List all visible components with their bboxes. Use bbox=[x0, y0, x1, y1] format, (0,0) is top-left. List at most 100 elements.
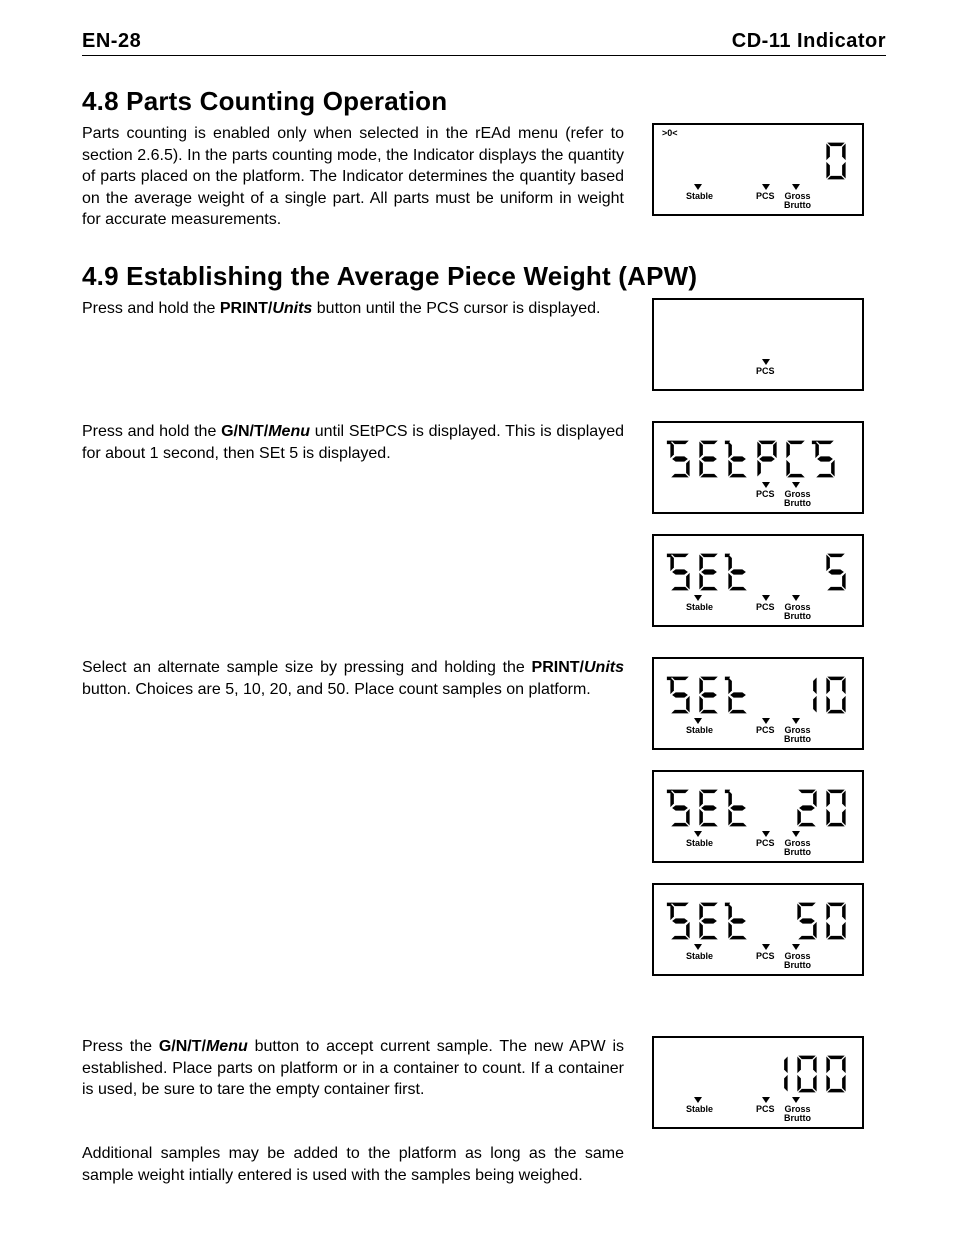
seg-glyph-5 bbox=[793, 899, 821, 943]
seg-glyph-0 bbox=[822, 786, 850, 830]
label-stable: Stable bbox=[686, 603, 713, 612]
seg-glyph-S bbox=[666, 550, 694, 594]
lcd-top-indicator bbox=[662, 888, 854, 898]
lcd-top-indicator bbox=[662, 1041, 854, 1051]
label-pcs: PCS bbox=[756, 367, 775, 376]
label-stable: Stable bbox=[686, 192, 713, 201]
p1-d: button until the PCS cursor is displayed… bbox=[312, 300, 600, 317]
lcd-display: Stable PCS GrossBrutto bbox=[652, 534, 864, 627]
p2-c: Menu bbox=[268, 423, 310, 440]
seg-glyph-t bbox=[724, 786, 752, 830]
label-pcs: PCS bbox=[756, 1105, 775, 1114]
p2-a: Press and hold the bbox=[82, 423, 221, 440]
section-48-title: 4.8 Parts Counting Operation bbox=[82, 86, 886, 117]
labels-row: StablePCSGrossBrutto bbox=[662, 952, 854, 976]
label-gross-brutto: GrossBrutto bbox=[784, 192, 811, 210]
labels-row: Stable PCS GrossBrutto bbox=[662, 192, 854, 216]
seg-glyph-2 bbox=[793, 786, 821, 830]
row1-displays: PCS bbox=[652, 298, 864, 391]
seg-glyph-S bbox=[811, 437, 839, 481]
cursor-gross bbox=[792, 595, 800, 601]
seg-glyph-P bbox=[753, 437, 781, 481]
p4-b: G/N/T/ bbox=[159, 1038, 206, 1055]
cursor-pcs bbox=[762, 1097, 770, 1103]
lcd-display: StablePCSGrossBrutto bbox=[652, 883, 864, 976]
lcd-top-indicator: >0< bbox=[662, 128, 854, 138]
row3-displays: StablePCSGrossBrutto StablePCSGrossBrutt… bbox=[652, 657, 864, 976]
cursor-pcs bbox=[762, 595, 770, 601]
section-49-p5: Additional samples may be added to the p… bbox=[82, 1143, 624, 1186]
seg-glyph-1 bbox=[764, 1052, 792, 1096]
section-49-p2: Press and hold the G/N/T/Menu until SEtP… bbox=[82, 421, 624, 464]
label-stable: Stable bbox=[686, 1105, 713, 1114]
seg-glyph-E bbox=[695, 899, 723, 943]
section-49-row4: Press the G/N/T/Menu button to accept cu… bbox=[82, 1036, 886, 1129]
lcd-display: Stable PCS GrossBrutto bbox=[652, 1036, 864, 1129]
label-gross-brutto: GrossBrutto bbox=[784, 1105, 811, 1123]
seg-glyph-1 bbox=[793, 673, 821, 717]
cursor-pcs bbox=[762, 944, 770, 950]
label-gross-brutto: GrossBrutto bbox=[784, 726, 811, 744]
cursor-stable bbox=[694, 1097, 702, 1103]
seg-group bbox=[666, 899, 752, 943]
cursor-stable bbox=[694, 831, 702, 837]
label-pcs: PCS bbox=[756, 952, 775, 961]
seg-glyph-E bbox=[695, 550, 723, 594]
header-left: EN-28 bbox=[82, 30, 141, 53]
label-pcs: PCS bbox=[756, 839, 775, 848]
p3-c: Units bbox=[584, 659, 624, 676]
cursor-pcs bbox=[762, 359, 770, 365]
label-gross-brutto: GrossBrutto bbox=[784, 490, 811, 508]
cursor-gross bbox=[792, 831, 800, 837]
label-pcs: PCS bbox=[756, 726, 775, 735]
section-49-row1: Press and hold the PRINT/Units button un… bbox=[82, 298, 886, 391]
cursor-gross bbox=[792, 1097, 800, 1103]
seg-group bbox=[666, 673, 752, 717]
seg-glyph-S bbox=[666, 437, 694, 481]
seg-group bbox=[793, 786, 850, 830]
seg-group bbox=[666, 437, 839, 481]
lcd-display: Stable PCS GrossBrutto bbox=[652, 657, 864, 750]
section-49-row5: Additional samples may be added to the p… bbox=[82, 1143, 886, 1186]
p4-a: Press the bbox=[82, 1038, 159, 1055]
cursor-pcs bbox=[762, 831, 770, 837]
header-right: CD-11 Indicator bbox=[732, 30, 886, 53]
section-49-p1: Press and hold the PRINT/Units button un… bbox=[82, 298, 624, 320]
seg-glyph-t bbox=[724, 899, 752, 943]
p3-b: PRINT/ bbox=[532, 659, 584, 676]
seg-group bbox=[666, 786, 752, 830]
seg-glyph-0 bbox=[822, 139, 850, 183]
seg-glyph-0 bbox=[822, 1052, 850, 1096]
cursor-gross bbox=[792, 718, 800, 724]
seg-group bbox=[793, 899, 850, 943]
cursor-pcs bbox=[762, 482, 770, 488]
seg-group bbox=[822, 550, 850, 594]
section-49-title: 4.9 Establishing the Average Piece Weigh… bbox=[82, 261, 886, 292]
section-49-row3: Select an alternate sample size by press… bbox=[82, 657, 886, 976]
seg-group bbox=[793, 673, 850, 717]
cursor-pcs bbox=[762, 184, 770, 190]
label-stable: Stable bbox=[686, 726, 713, 735]
section-49-p3: Select an alternate sample size by press… bbox=[82, 657, 624, 700]
section-48-displays: >0< Stable PCS GrossBrutto bbox=[652, 123, 864, 216]
label-pcs: PCS bbox=[756, 192, 775, 201]
row2-displays: PCSGrossBrutto StablePCSGrossBrutto bbox=[652, 421, 864, 627]
p1-a: Press and hold the bbox=[82, 300, 220, 317]
labels-row: PCS bbox=[662, 367, 854, 391]
seg-glyph-E bbox=[695, 786, 723, 830]
label-gross-brutto: GrossBrutto bbox=[784, 603, 811, 621]
label-pcs: PCS bbox=[756, 603, 775, 612]
cursor-gross bbox=[792, 944, 800, 950]
p3-a: Select an alternate sample size by press… bbox=[82, 659, 532, 676]
label-stable: Stable bbox=[686, 839, 713, 848]
lcd-display: PCSGrossBrutto bbox=[652, 421, 864, 514]
section-49-row2: Press and hold the G/N/T/Menu until SEtP… bbox=[82, 421, 886, 627]
lcd-top-indicator bbox=[662, 539, 854, 549]
lcd-display: StablePCSGrossBrutto bbox=[652, 770, 864, 863]
section-48-row: Parts counting is enabled only when sele… bbox=[82, 123, 886, 231]
labels-row: PCSGrossBrutto bbox=[662, 490, 854, 514]
p2-b: G/N/T/ bbox=[221, 423, 268, 440]
page-header: EN-28 CD-11 Indicator bbox=[82, 30, 886, 56]
cursor-stable bbox=[694, 184, 702, 190]
cursor-pcs bbox=[762, 718, 770, 724]
